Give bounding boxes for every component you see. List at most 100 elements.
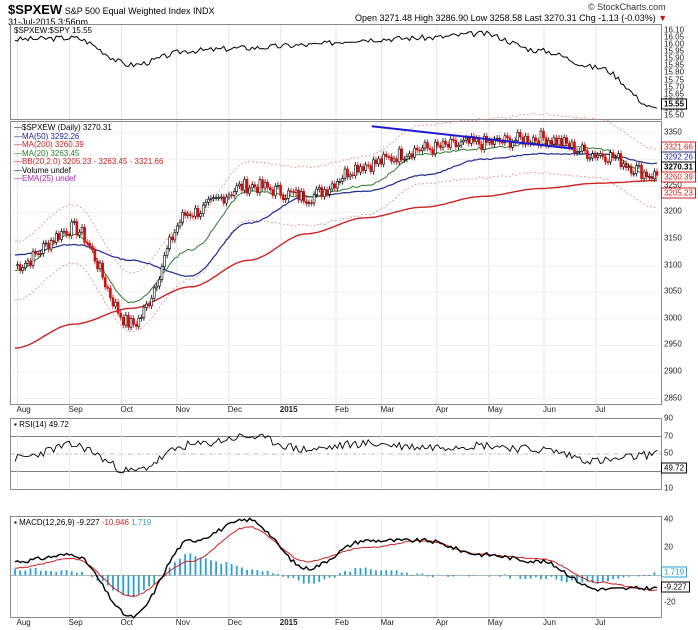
- price-legend-item: —MA(20) 3263.45: [14, 149, 79, 158]
- macd-histogram-bar: [648, 575, 651, 577]
- macd-histogram-bar: [612, 575, 615, 580]
- candle: [361, 166, 365, 171]
- candle: [26, 260, 30, 264]
- ratio-y-tick: 15.80: [664, 67, 685, 77]
- candle: [85, 242, 89, 244]
- candle: [199, 213, 202, 217]
- candle: [317, 187, 321, 190]
- candle: [531, 137, 535, 144]
- macd-histogram-bar: [509, 575, 511, 579]
- candle: [555, 137, 558, 146]
- signal-value: -10.946: [101, 518, 129, 527]
- macd-histogram-bar: [127, 575, 130, 596]
- candle: [549, 140, 553, 145]
- ma50-line: [14, 152, 657, 277]
- candle: [519, 132, 522, 138]
- candle: [506, 135, 509, 139]
- macd-histogram-bar: [354, 568, 357, 576]
- candle: [645, 171, 648, 178]
- candle: [281, 195, 285, 201]
- rsi-label: RSI(14) 49.72: [19, 420, 69, 429]
- candle: [501, 141, 504, 144]
- candle: [330, 183, 334, 190]
- macd-histogram-bar: [292, 575, 295, 578]
- candle: [591, 153, 594, 159]
- candle: [611, 152, 615, 159]
- candle: [116, 301, 120, 314]
- candle: [170, 236, 174, 241]
- candle: [121, 317, 125, 326]
- candle: [91, 245, 94, 250]
- candle: [495, 137, 499, 140]
- candle: [457, 144, 460, 148]
- macd-histogram-bar: [194, 556, 197, 576]
- candle: [320, 187, 324, 197]
- macd-line: [14, 517, 658, 619]
- candle: [459, 141, 463, 146]
- candle: [207, 198, 210, 203]
- candle: [521, 136, 525, 145]
- candle: [557, 137, 561, 146]
- candle: [101, 262, 104, 278]
- candle: [266, 182, 269, 188]
- price-chart: [11, 112, 661, 404]
- macd-histogram-bar: [540, 575, 542, 580]
- candle: [289, 190, 293, 193]
- candle: [449, 138, 453, 148]
- price-tag: 3260.39: [661, 171, 696, 183]
- macd-histogram-bar: [230, 564, 233, 576]
- candle: [145, 303, 148, 309]
- candle: [622, 163, 625, 168]
- candle: [601, 153, 605, 158]
- macd-histogram-bar: [29, 568, 32, 576]
- candle: [258, 179, 262, 193]
- candle: [60, 231, 63, 240]
- macd-histogram-bar: [137, 575, 140, 594]
- macd-histogram-bar: [220, 563, 223, 576]
- macd-histogram-bar: [282, 575, 285, 577]
- macd-x-tick: Aug: [16, 618, 31, 627]
- macd-histogram-bar: [323, 575, 326, 580]
- candle: [279, 185, 282, 196]
- macd-histogram-bar: [246, 569, 248, 576]
- macd-histogram-bar: [287, 575, 290, 579]
- candle: [405, 156, 409, 160]
- price-x-tick: Jun: [543, 405, 556, 414]
- candle: [54, 233, 58, 243]
- macd-histogram-bar: [271, 573, 274, 576]
- macd-histogram-bar: [75, 572, 78, 576]
- price-y-tick: 2950: [664, 339, 682, 349]
- price-x-tick: 2015: [279, 405, 298, 414]
- candle: [640, 164, 643, 179]
- candle: [70, 221, 74, 236]
- candle: [562, 137, 566, 146]
- macd-histogram-bar: [385, 570, 388, 576]
- candle: [140, 317, 143, 319]
- candle: [588, 157, 592, 160]
- macd-histogram-bar: [328, 575, 331, 578]
- candle: [47, 242, 50, 250]
- macd-legend: ▪ MACD(12,26,9) -9.227 -10.946 1.719: [14, 518, 151, 527]
- macd-histogram-bar: [173, 562, 176, 576]
- rsi-y-tick: 50: [664, 448, 673, 458]
- macd-histogram-bar: [240, 567, 243, 576]
- candle: [472, 136, 476, 142]
- price-legend-item: —Volume undef: [14, 166, 71, 175]
- rsi-y-axis: 9070503010: [661, 414, 698, 493]
- candle: [356, 164, 360, 173]
- candle: [403, 158, 406, 161]
- candle: [132, 318, 135, 325]
- price-y-tick: 3100: [664, 260, 682, 270]
- macd-histogram-bar: [215, 561, 218, 576]
- legend-swatch-icon: —: [14, 131, 22, 141]
- candle: [39, 253, 43, 255]
- macd-x-tick: Mar: [380, 618, 395, 627]
- candle: [44, 242, 48, 245]
- candle: [173, 231, 177, 241]
- candle: [482, 135, 486, 150]
- candle: [544, 137, 548, 146]
- candle: [454, 139, 458, 148]
- ratio-y-tick: 16.00: [664, 39, 685, 49]
- ratio-y-tick: 16.05: [664, 32, 685, 42]
- candle: [160, 266, 164, 280]
